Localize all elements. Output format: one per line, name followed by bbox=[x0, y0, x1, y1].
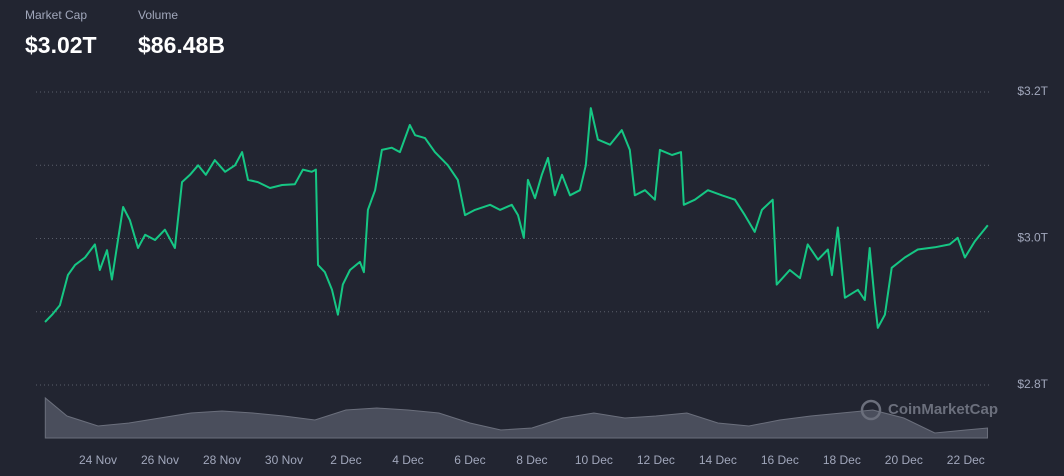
watermark-logo bbox=[860, 399, 882, 421]
x-tick-label: 14 Dec bbox=[699, 453, 737, 467]
volume-label: Volume bbox=[138, 8, 178, 22]
y-tick-label: $3.2T bbox=[1017, 84, 1048, 98]
x-tick-label: 10 Dec bbox=[575, 453, 613, 467]
x-tick-label: 20 Dec bbox=[885, 453, 923, 467]
y-tick-label: $2.8T bbox=[1017, 377, 1048, 391]
volume-value: $86.48B bbox=[138, 32, 225, 58]
market-cap-value: $3.02T bbox=[25, 32, 97, 58]
x-tick-label: 24 Nov bbox=[79, 453, 117, 467]
x-tick-label: 4 Dec bbox=[392, 453, 423, 467]
x-tick-label: 16 Dec bbox=[761, 453, 799, 467]
x-tick-label: 12 Dec bbox=[637, 453, 675, 467]
watermark: CoinMarketCap bbox=[888, 401, 998, 418]
x-tick-label: 2 Dec bbox=[330, 453, 361, 467]
x-tick-label: 26 Nov bbox=[141, 453, 179, 467]
x-tick-label: 6 Dec bbox=[454, 453, 485, 467]
x-tick-label: 30 Nov bbox=[265, 453, 303, 467]
market-cap-label: Market Cap bbox=[25, 8, 87, 22]
price-line bbox=[44, 107, 989, 329]
x-tick-label: 8 Dec bbox=[516, 453, 547, 467]
x-tick-label: 28 Nov bbox=[203, 453, 241, 467]
x-tick-label: 22 Dec bbox=[947, 453, 985, 467]
volume-area bbox=[44, 396, 989, 439]
y-tick-label: $3.0T bbox=[1017, 231, 1048, 245]
x-tick-label: 18 Dec bbox=[823, 453, 861, 467]
